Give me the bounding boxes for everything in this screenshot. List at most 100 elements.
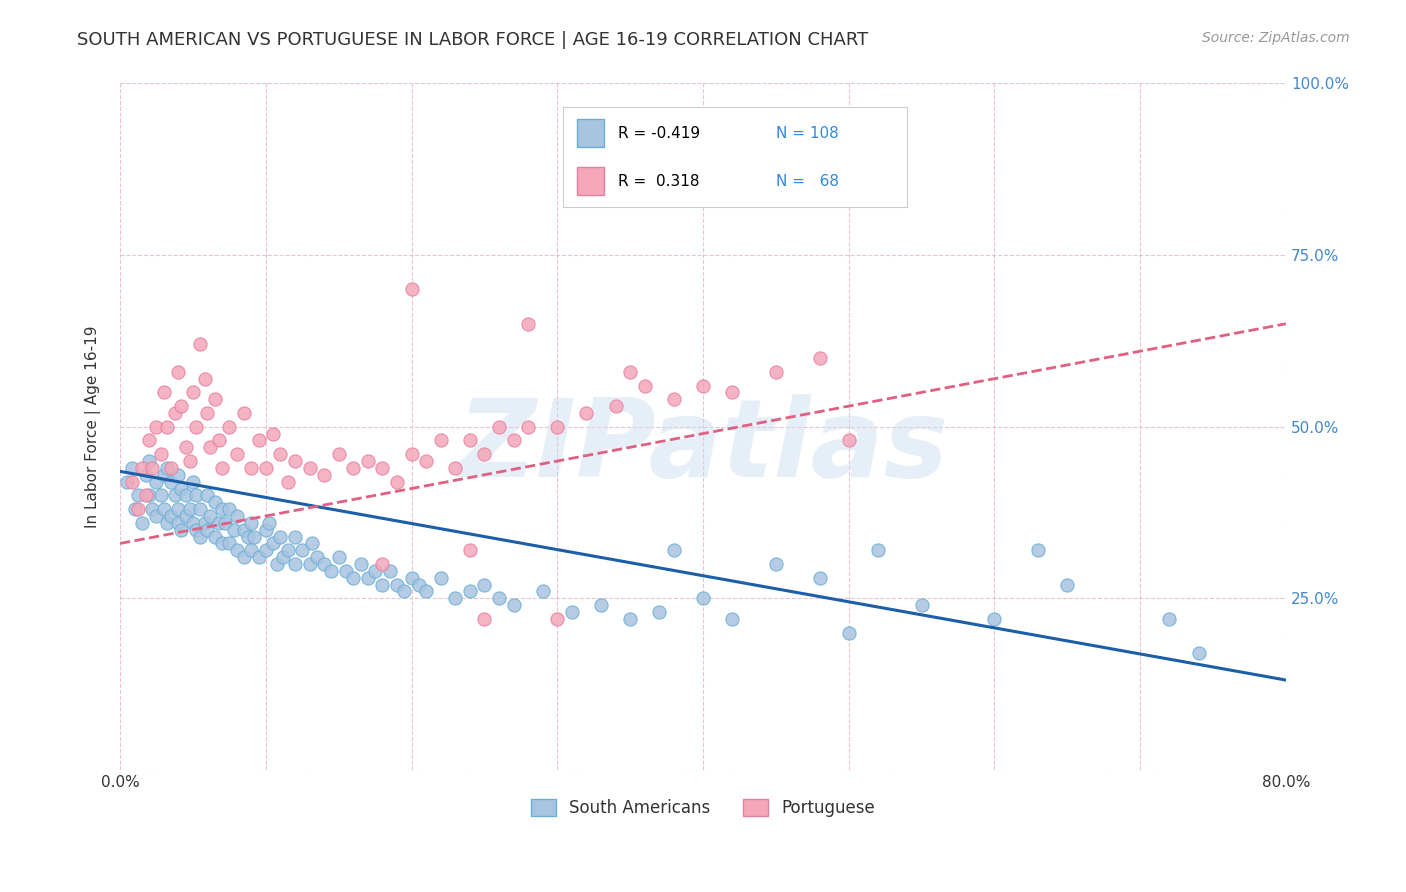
Point bbox=[371, 461, 394, 475]
Point bbox=[211, 502, 233, 516]
Point bbox=[314, 467, 336, 482]
Point bbox=[619, 612, 641, 626]
Legend: South Americans, Portuguese: South Americans, Portuguese bbox=[524, 792, 882, 823]
Point bbox=[145, 508, 167, 523]
Point bbox=[692, 591, 714, 606]
Y-axis label: In Labor Force | Age 16-19: In Labor Force | Age 16-19 bbox=[86, 326, 101, 528]
Point bbox=[262, 536, 284, 550]
Point bbox=[415, 584, 437, 599]
Point bbox=[429, 434, 451, 448]
Point bbox=[444, 461, 467, 475]
Point bbox=[184, 523, 207, 537]
Point bbox=[378, 564, 401, 578]
Point bbox=[721, 612, 744, 626]
Point bbox=[254, 523, 277, 537]
Point bbox=[121, 461, 143, 475]
Point bbox=[321, 564, 343, 578]
Point bbox=[240, 543, 263, 558]
Point bbox=[335, 564, 357, 578]
Point bbox=[138, 454, 160, 468]
Point bbox=[156, 461, 179, 475]
Point bbox=[619, 365, 641, 379]
Point bbox=[765, 365, 787, 379]
Point bbox=[179, 502, 201, 516]
Point bbox=[238, 530, 260, 544]
Point bbox=[135, 467, 157, 482]
Point bbox=[328, 550, 350, 565]
Point bbox=[838, 434, 860, 448]
Point bbox=[266, 557, 288, 571]
Point bbox=[357, 454, 380, 468]
Point bbox=[167, 365, 190, 379]
Point bbox=[170, 523, 193, 537]
Point bbox=[458, 584, 481, 599]
Point bbox=[218, 536, 240, 550]
Point bbox=[401, 571, 423, 585]
Point bbox=[866, 543, 889, 558]
Point bbox=[174, 440, 197, 454]
Point bbox=[269, 530, 291, 544]
Point bbox=[429, 571, 451, 585]
Point bbox=[394, 584, 416, 599]
Point bbox=[662, 543, 685, 558]
Point bbox=[517, 419, 540, 434]
Point bbox=[243, 530, 266, 544]
Point bbox=[240, 461, 263, 475]
Point bbox=[385, 475, 408, 489]
Point bbox=[197, 523, 219, 537]
Point bbox=[170, 399, 193, 413]
Point bbox=[165, 406, 187, 420]
Point bbox=[808, 351, 831, 365]
Point bbox=[1187, 646, 1209, 660]
Point bbox=[502, 434, 524, 448]
Point bbox=[225, 447, 247, 461]
Point bbox=[240, 516, 263, 530]
Text: Source: ZipAtlas.com: Source: ZipAtlas.com bbox=[1202, 31, 1350, 45]
Point bbox=[138, 488, 160, 502]
Point bbox=[589, 599, 612, 613]
Point bbox=[204, 530, 226, 544]
Point bbox=[211, 461, 233, 475]
Point bbox=[314, 557, 336, 571]
Point bbox=[188, 502, 211, 516]
Point bbox=[254, 543, 277, 558]
Point bbox=[284, 454, 307, 468]
Point bbox=[385, 577, 408, 591]
Point bbox=[277, 543, 299, 558]
Point bbox=[371, 557, 394, 571]
Point bbox=[181, 385, 204, 400]
Point bbox=[1026, 543, 1049, 558]
Point bbox=[254, 461, 277, 475]
Point bbox=[127, 502, 149, 516]
Point bbox=[197, 406, 219, 420]
Point bbox=[218, 502, 240, 516]
Point bbox=[117, 475, 139, 489]
Point bbox=[271, 550, 294, 565]
Point bbox=[152, 385, 174, 400]
Point bbox=[208, 434, 231, 448]
Point bbox=[124, 502, 146, 516]
Point bbox=[488, 419, 510, 434]
Point bbox=[458, 434, 481, 448]
Point bbox=[291, 543, 314, 558]
Point bbox=[262, 426, 284, 441]
Point bbox=[167, 502, 190, 516]
Point bbox=[298, 461, 321, 475]
Point bbox=[561, 605, 583, 619]
Point bbox=[1056, 577, 1078, 591]
Point bbox=[145, 419, 167, 434]
Point bbox=[138, 434, 160, 448]
Point bbox=[605, 399, 627, 413]
Point bbox=[145, 475, 167, 489]
Point bbox=[357, 571, 380, 585]
Point bbox=[910, 599, 932, 613]
Point bbox=[179, 454, 201, 468]
Point bbox=[232, 523, 254, 537]
Point bbox=[184, 419, 207, 434]
Point bbox=[232, 406, 254, 420]
Point bbox=[160, 475, 183, 489]
Point bbox=[121, 475, 143, 489]
Point bbox=[983, 612, 1005, 626]
Point bbox=[200, 508, 222, 523]
Point bbox=[200, 440, 222, 454]
